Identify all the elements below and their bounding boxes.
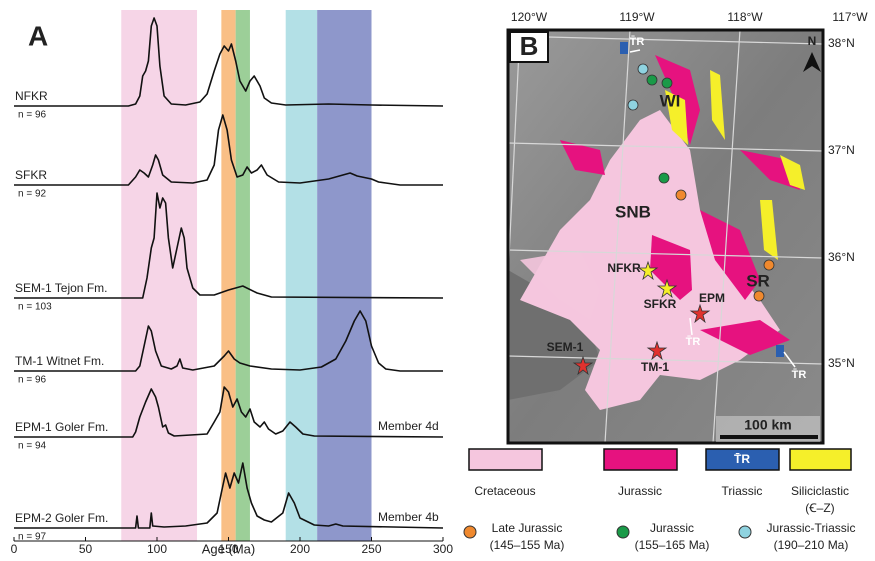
panel-b: B N 120°W 119°W 118°W 117°W 38°N 37°N 36… xyxy=(464,10,868,552)
legend-label: (190–210 Ma) xyxy=(774,538,849,552)
triassic-symbol: T̄R xyxy=(630,36,645,48)
legend-label: Jurassic xyxy=(650,521,694,535)
region-label: SNB xyxy=(615,202,651,221)
page: body { margin: 0; width: 875px; height: … xyxy=(0,0,875,556)
sample-count: n = 94 xyxy=(18,441,47,452)
north-label: N xyxy=(808,34,817,48)
triassic-outcrop xyxy=(776,345,784,357)
x-tick-label: 250 xyxy=(361,542,381,556)
sample-circle xyxy=(659,173,669,183)
longitude-label: 119°W xyxy=(619,10,655,24)
age-band xyxy=(236,10,250,541)
legend-swatch xyxy=(790,449,851,470)
legend-swatch xyxy=(469,449,542,470)
x-tick-label: 200 xyxy=(290,542,310,556)
figure: A 050100150200250300Age (Ma)NFKRn = 96SF… xyxy=(0,0,875,556)
x-tick-label: 0 xyxy=(11,542,18,556)
latitude-label: 37°N xyxy=(828,143,855,157)
sample-circle xyxy=(638,64,648,74)
sample-label: SFKR xyxy=(644,297,677,311)
x-tick-label: 100 xyxy=(147,542,167,556)
legend-label: Siliciclastic xyxy=(791,484,849,498)
sample-circle xyxy=(628,100,638,110)
legend-circle xyxy=(617,526,629,538)
series-label: TM-1 Witnet Fm. xyxy=(15,354,104,368)
panel-label: A xyxy=(28,20,48,51)
x-axis-label: Age (Ma) xyxy=(202,541,255,556)
scale-label: 100 km xyxy=(744,417,791,433)
age-band xyxy=(221,10,235,541)
legend-circle xyxy=(464,526,476,538)
triassic-symbol: T̄R xyxy=(686,336,701,348)
legend-label: Cretaceous xyxy=(474,484,535,498)
triassic-symbol: T̄R xyxy=(792,369,807,381)
latitude-label: 38°N xyxy=(828,36,855,50)
series-label: EPM-2 Goler Fm. xyxy=(15,511,108,525)
sample-count: n = 97 xyxy=(18,532,47,543)
sample-count: n = 96 xyxy=(18,375,47,386)
annotation: Member 4b xyxy=(378,510,439,524)
series-label: SEM-1 Tejon Fm. xyxy=(15,281,107,295)
age-band xyxy=(317,10,371,541)
x-tick-label: 300 xyxy=(433,542,453,556)
longitude-label: 117°W xyxy=(832,10,868,24)
body: {"chart_data": { "type": "line", "panel_… xyxy=(0,0,875,556)
legend-label: Jurassic-Triassic xyxy=(767,521,856,535)
triassic-outcrop xyxy=(620,42,628,54)
panel-label: B xyxy=(520,31,539,61)
latitude-label: 35°N xyxy=(828,356,855,370)
sample-label: TM-1 xyxy=(641,360,669,374)
annotation: Member 4d xyxy=(378,419,439,433)
legend-label: (145–155 Ma) xyxy=(490,538,565,552)
sample-circle xyxy=(676,190,686,200)
sample-label: SEM-1 xyxy=(547,340,584,354)
legend-label: (155–165 Ma) xyxy=(635,538,710,552)
legend-label: Late Jurassic xyxy=(492,521,563,535)
series-label: SFKR xyxy=(15,168,47,182)
x-tick-label: 50 xyxy=(79,542,93,556)
series-label: EPM-1 Goler Fm. xyxy=(15,420,108,434)
age-band xyxy=(121,10,197,541)
longitude-label: 118°W xyxy=(727,10,763,24)
legend-label: Jurassic xyxy=(618,484,662,498)
legend-circle xyxy=(739,526,751,538)
sample-label: NFKR xyxy=(607,261,641,275)
legend-label: (Ꞓ–Z) xyxy=(805,501,834,515)
longitude-label: 120°W xyxy=(511,10,548,24)
latitude-label: 36°N xyxy=(828,250,855,264)
sample-label: EPM xyxy=(699,291,725,305)
sample-circle xyxy=(647,75,657,85)
legend-label: Triassic xyxy=(722,484,763,498)
series-label: NFKR xyxy=(15,89,48,103)
sample-count: n = 103 xyxy=(18,302,52,313)
region-label: WI xyxy=(660,91,681,110)
sample-count: n = 96 xyxy=(18,110,47,121)
sample-count: n = 92 xyxy=(18,189,47,200)
region-label: SR xyxy=(746,271,770,290)
legend-swatch xyxy=(604,449,677,470)
sample-circle xyxy=(754,291,764,301)
sample-circle xyxy=(662,78,672,88)
triassic-symbol: T̄R xyxy=(734,452,750,466)
panel-a: A 050100150200250300Age (Ma)NFKRn = 96SF… xyxy=(11,10,454,556)
scale-bar xyxy=(720,435,818,439)
sample-circle xyxy=(764,260,774,270)
age-band xyxy=(286,10,317,541)
